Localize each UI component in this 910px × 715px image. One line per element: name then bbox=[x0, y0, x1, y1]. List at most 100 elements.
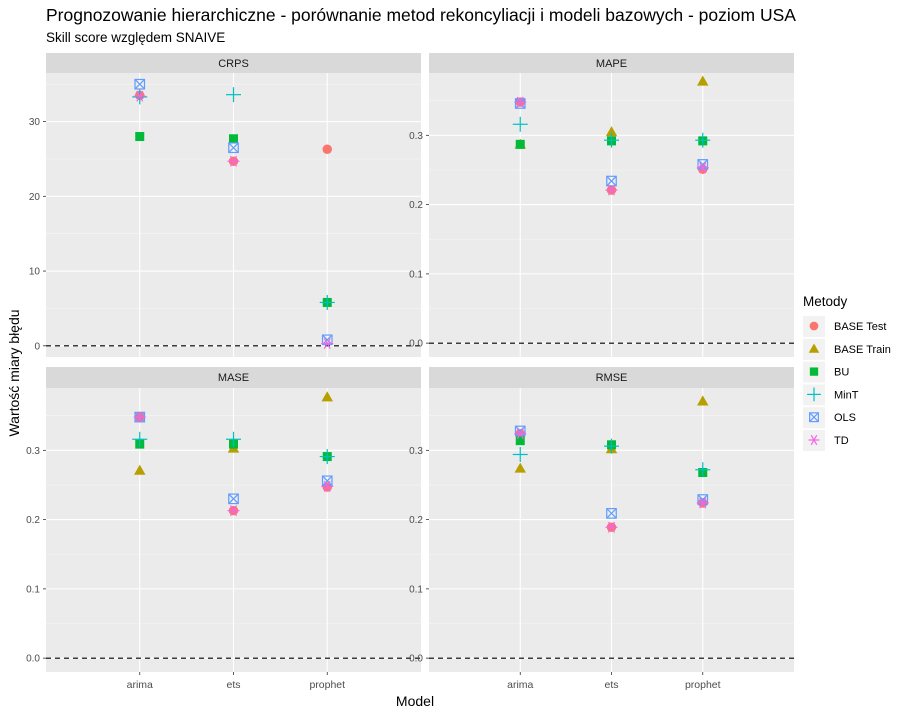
point-td bbox=[605, 184, 618, 196]
panel-mase: MASE 0.0 0.1 0.2 0.3 arima ets prophet bbox=[26, 367, 421, 691]
x-tick-label: ets bbox=[226, 679, 240, 691]
legend-marker bbox=[807, 387, 821, 402]
point-ols bbox=[321, 475, 333, 487]
y-tick-label: 20 bbox=[29, 192, 41, 203]
x-tick-label: prophet bbox=[685, 679, 721, 691]
point-td bbox=[133, 90, 146, 102]
y-tick-label: 0.2 bbox=[26, 515, 40, 526]
facet-strip bbox=[46, 53, 421, 73]
legend-marker bbox=[808, 434, 820, 446]
point-bu bbox=[515, 139, 525, 149]
y-tick-label: 0.3 bbox=[409, 446, 423, 457]
facet-strip bbox=[429, 53, 794, 73]
point-base-train bbox=[321, 391, 333, 402]
point-mint bbox=[319, 449, 335, 465]
point-ols bbox=[228, 493, 239, 505]
legend-title: Metody bbox=[803, 294, 848, 309]
point-td bbox=[696, 162, 709, 174]
x-tick-label: prophet bbox=[309, 679, 345, 691]
point-ols bbox=[606, 175, 617, 187]
point-bu bbox=[515, 436, 525, 446]
point-td bbox=[133, 411, 146, 423]
legend-item: TD bbox=[803, 430, 849, 451]
legend-label: BASE Test bbox=[834, 321, 886, 333]
point-td bbox=[514, 428, 527, 440]
legend-label: OLS bbox=[834, 412, 856, 424]
point-base-train bbox=[697, 75, 709, 86]
point-mint bbox=[695, 132, 711, 148]
legend-label: MinT bbox=[834, 389, 859, 401]
point-td bbox=[321, 480, 334, 492]
y-tick-label: 0.3 bbox=[409, 131, 423, 142]
point-mint bbox=[226, 87, 241, 103]
chart-title: Prognozowanie hierarchiczne - porównanie… bbox=[46, 5, 796, 25]
point-ols bbox=[134, 78, 146, 90]
point-ols bbox=[606, 508, 617, 519]
point-mint bbox=[132, 431, 148, 447]
x-axis-label: Model bbox=[396, 693, 434, 709]
legend-item: OLS bbox=[803, 407, 856, 429]
point-td bbox=[227, 155, 240, 167]
facet-strip bbox=[46, 367, 421, 388]
point-td bbox=[696, 497, 709, 509]
point-mint bbox=[512, 116, 528, 132]
y-tick-label: 0.1 bbox=[409, 269, 423, 280]
legend-label: BU bbox=[834, 367, 849, 379]
x-tick-label: ets bbox=[604, 679, 618, 691]
legend-marker bbox=[809, 321, 819, 331]
point-td bbox=[605, 521, 618, 533]
point-base-train bbox=[134, 464, 146, 475]
point-base-train bbox=[697, 395, 709, 406]
x-tick-label: arima bbox=[507, 679, 533, 691]
y-axis-label: Wartość miary błędu bbox=[6, 309, 22, 436]
y-tick-label: 0.2 bbox=[409, 515, 423, 526]
point-mint bbox=[604, 438, 619, 454]
point-mint bbox=[512, 446, 528, 462]
panel-rmse: RMSE 0.0 0.1 0.2 0.3 arima ets prophet bbox=[409, 367, 794, 691]
y-tick-label: 0.0 bbox=[409, 339, 423, 350]
point-td bbox=[321, 338, 334, 350]
legend-label: BASE Train bbox=[834, 344, 891, 356]
point-base-train bbox=[605, 126, 618, 137]
point-mint bbox=[695, 462, 711, 478]
point-base-train bbox=[514, 462, 526, 473]
point-mint bbox=[226, 431, 241, 447]
point-mint bbox=[319, 294, 335, 310]
facet-strip bbox=[429, 367, 794, 388]
legend-item: BASE Test bbox=[803, 316, 886, 337]
facet-label: MASE bbox=[218, 372, 249, 384]
y-tick-label: 0.2 bbox=[409, 200, 423, 211]
facet-label: CRPS bbox=[218, 58, 249, 70]
point-td bbox=[514, 96, 527, 108]
legend-item: BASE Train bbox=[803, 338, 891, 360]
y-tick-label: 0.3 bbox=[26, 446, 40, 457]
legend-item: MinT bbox=[803, 384, 859, 406]
y-tick-label: 30 bbox=[29, 117, 41, 128]
legend: Metody BASE Test BASE Train BU MinT OLS TD bbox=[803, 294, 891, 451]
point-mint bbox=[604, 132, 619, 148]
chart-subtitle: Skill score względem SNAIVE bbox=[46, 30, 225, 45]
y-tick-label: 0.0 bbox=[26, 654, 40, 665]
legend-marker bbox=[809, 412, 819, 423]
legend-item: BU bbox=[803, 361, 849, 383]
point-bu bbox=[229, 134, 238, 144]
point-bu bbox=[135, 132, 145, 142]
panel-crps: CRPS 0 10 20 30 bbox=[29, 53, 421, 357]
y-tick-label: 0.1 bbox=[26, 584, 40, 595]
y-tick-label: 0.0 bbox=[409, 654, 423, 665]
panels-group: CRPS 0 10 20 30 MAPE 0.0 0.1 0.2 0.3 MASE 0.0 0.1 0.2… bbox=[26, 53, 794, 691]
point-ols bbox=[228, 142, 239, 154]
legend-marker bbox=[809, 367, 819, 376]
facet-label: MAPE bbox=[596, 58, 627, 70]
y-tick-label: 0.1 bbox=[409, 584, 423, 595]
facet-label: RMSE bbox=[596, 372, 628, 384]
y-tick-label: 10 bbox=[29, 267, 41, 278]
y-tick-label: 0 bbox=[34, 341, 40, 352]
legend-label: TD bbox=[834, 435, 849, 447]
x-tick-label: arima bbox=[127, 679, 153, 691]
point-base-test bbox=[322, 144, 332, 154]
legend-marker bbox=[808, 343, 820, 353]
point-td bbox=[227, 505, 240, 517]
panel-mape: MAPE 0.0 0.1 0.2 0.3 bbox=[409, 53, 794, 357]
